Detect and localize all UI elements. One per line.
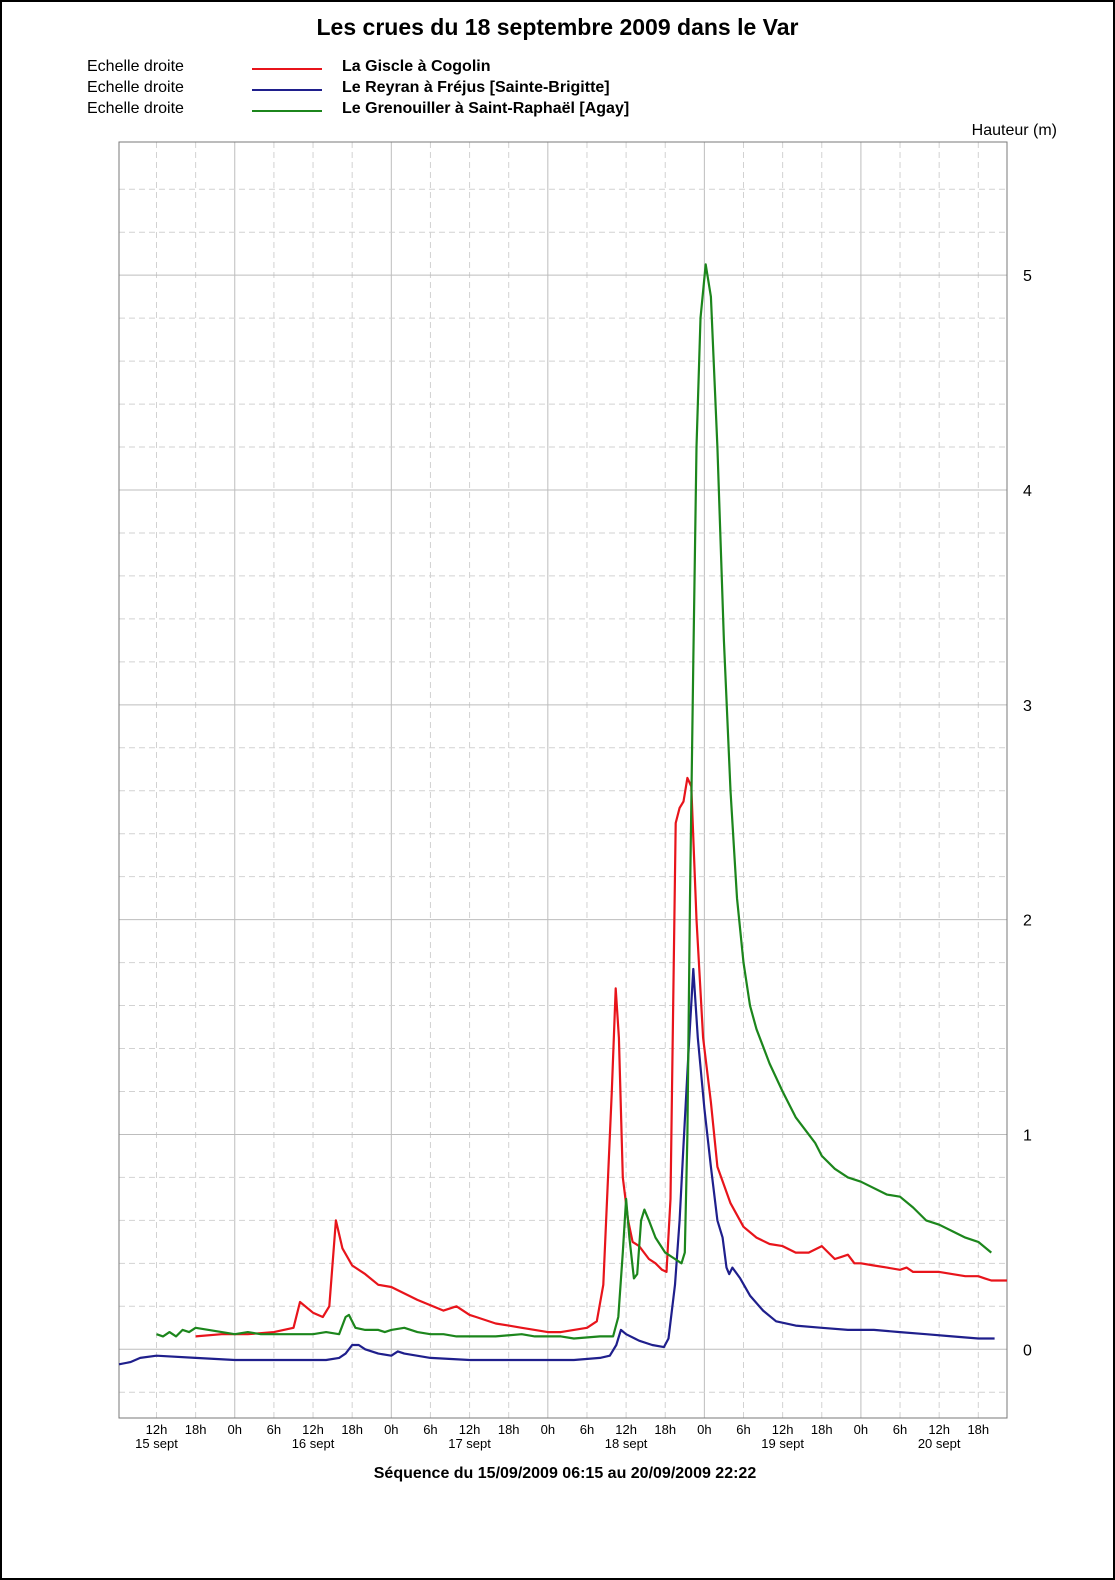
x-tick-label: 6h xyxy=(423,1422,437,1437)
x-tick-label: 12h xyxy=(772,1422,794,1437)
legend-line-giscle xyxy=(252,68,322,70)
y-tick-label: 1 xyxy=(1023,1127,1032,1144)
x-tick-label: 18h xyxy=(341,1422,363,1437)
x-tick-label: 6h xyxy=(893,1422,907,1437)
y-tick-label: 3 xyxy=(1023,698,1032,715)
x-tick-label: 12h xyxy=(615,1422,637,1437)
x-day-label: 18 sept xyxy=(605,1436,648,1451)
x-tick-label: 6h xyxy=(267,1422,281,1437)
legend-label-giscle: La Giscle à Cogolin xyxy=(342,58,491,75)
x-tick-label: 12h xyxy=(459,1422,481,1437)
series-line-grenouiller xyxy=(156,263,992,1340)
legend-scale-label: Echelle droite xyxy=(87,100,184,117)
y-axis-label: Hauteur (m) xyxy=(971,122,1057,139)
plot-border xyxy=(118,141,1008,1419)
x-tick-label: 18h xyxy=(967,1422,989,1437)
legend-scale-label: Echelle droite xyxy=(87,58,184,75)
legend-label-reyran: Le Reyran à Fréjus [Sainte-Brigitte] xyxy=(342,79,610,96)
legend-label-grenouiller: Le Grenouiller à Saint-Raphaël [Agay] xyxy=(342,100,630,117)
legend-entry-grenouiller: Echelle droite Le Grenouiller à Saint-Ra… xyxy=(87,100,727,122)
x-tick-label: 0h xyxy=(697,1422,711,1437)
legend-scale-label: Echelle droite xyxy=(87,79,184,96)
x-day-label: 16 sept xyxy=(292,1436,335,1451)
series-line-giscle xyxy=(195,776,1007,1338)
legend-entry-reyran: Echelle droite Le Reyran à Fréjus [Saint… xyxy=(87,79,727,101)
series-lines xyxy=(118,263,1007,1366)
legend-line-reyran xyxy=(252,89,322,91)
x-tick-label: 18h xyxy=(811,1422,833,1437)
grid-lines xyxy=(119,142,1007,1418)
x-axis-caption: Séquence du 15/09/2009 06:15 au 20/09/20… xyxy=(373,1465,757,1482)
x-tick-label: 12h xyxy=(302,1422,324,1437)
x-day-label: 20 sept xyxy=(918,1436,961,1451)
series-line-reyran xyxy=(118,967,995,1366)
legend-entry-giscle: Echelle droite La Giscle à Cogolin xyxy=(87,58,727,80)
x-tick-label: 0h xyxy=(541,1422,555,1437)
y-tick-label: 5 xyxy=(1023,268,1032,285)
x-tick-label: 6h xyxy=(580,1422,594,1437)
x-tick-label: 12h xyxy=(928,1422,950,1437)
x-tick-label: 12h xyxy=(146,1422,168,1437)
x-day-label: 17 sept xyxy=(448,1436,491,1451)
x-tick-label: 18h xyxy=(185,1422,207,1437)
y-tick-label: 4 xyxy=(1023,483,1032,500)
chart-title: Les crues du 18 septembre 2009 dans le V… xyxy=(316,14,799,40)
x-tick-label: 0h xyxy=(384,1422,398,1437)
legend-line-grenouiller xyxy=(252,110,322,112)
y-tick-label: 2 xyxy=(1023,913,1032,930)
x-tick-label: 18h xyxy=(654,1422,676,1437)
x-tick-label: 0h xyxy=(228,1422,242,1437)
x-tick-label: 6h xyxy=(736,1422,750,1437)
x-tick-label: 18h xyxy=(498,1422,520,1437)
y-tick-label: 0 xyxy=(1023,1342,1032,1359)
x-day-label: 15 sept xyxy=(135,1436,178,1451)
x-day-label: 19 sept xyxy=(761,1436,804,1451)
x-tick-label: 0h xyxy=(854,1422,868,1437)
